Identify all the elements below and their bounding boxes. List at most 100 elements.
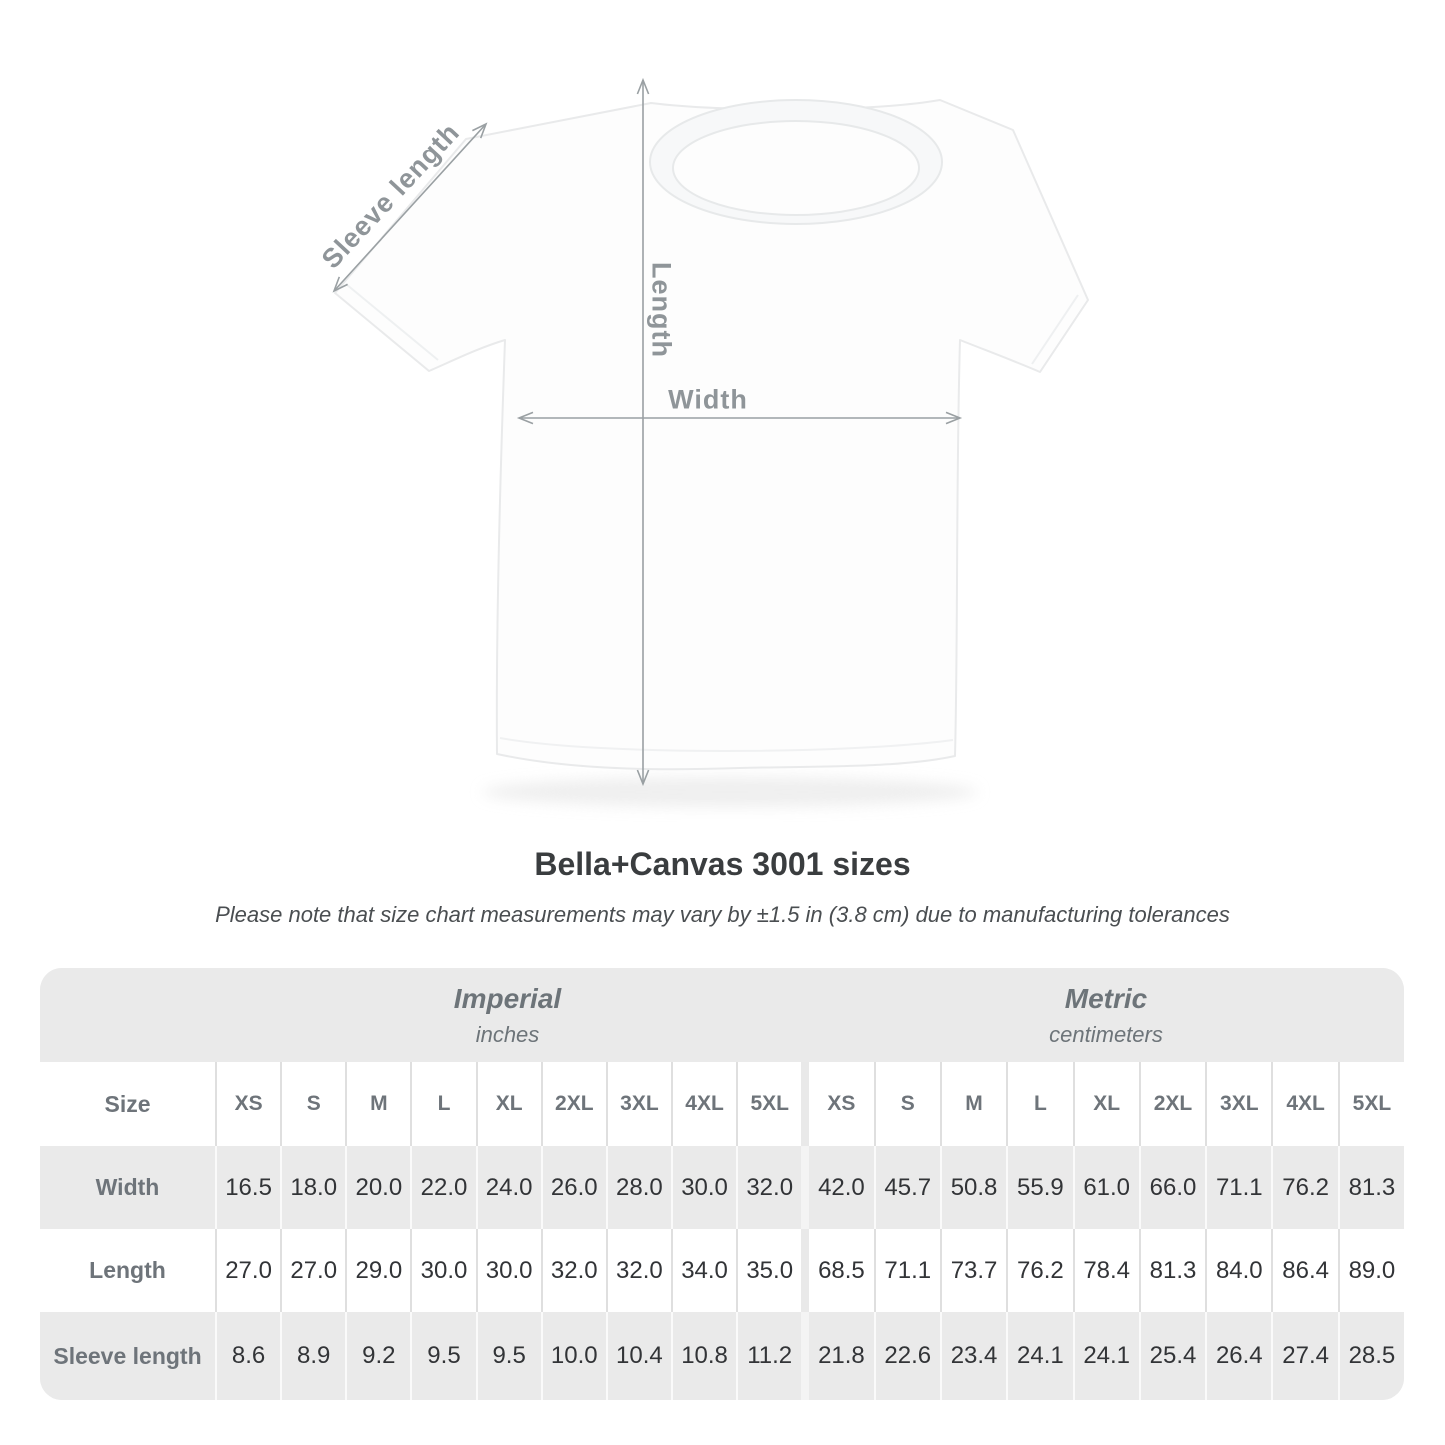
value-cell: 10.4 [605, 1312, 671, 1400]
length-label: Length [646, 262, 677, 358]
value-cell: 76.2 [1006, 1229, 1072, 1312]
section-divider [801, 1312, 810, 1400]
value-cell: 29.0 [345, 1229, 410, 1312]
value-cell: 45.7 [873, 1146, 940, 1229]
tolerance-note: Please note that size chart measurements… [215, 902, 1230, 927]
collar-inner [672, 120, 920, 216]
section-divider [800, 968, 808, 1062]
size-cell: 2XL [540, 1062, 606, 1146]
size-cell: 3XL [605, 1062, 671, 1146]
size-cell: XL [1072, 1062, 1139, 1146]
width-label: Width [668, 384, 748, 415]
value-cell: 9.5 [475, 1312, 541, 1400]
value-cell: 84.0 [1205, 1229, 1271, 1312]
size-cell: XS [215, 1062, 280, 1146]
value-cell: 71.1 [873, 1229, 940, 1312]
measure-row-length-label: Length [89, 1257, 166, 1283]
value-cell: 86.4 [1271, 1229, 1337, 1312]
length-arrow [636, 77, 650, 787]
value-cell: 30.0 [670, 1146, 736, 1229]
size-header-row-label: Size [104, 1090, 151, 1117]
value-cell: 27.4 [1271, 1312, 1337, 1400]
value-cell: 50.8 [939, 1146, 1006, 1229]
measure-row-length: Length 27.0 27.0 29.0 30.0 30.0 32.0 32.0 34.0 35… [40, 1229, 1404, 1312]
size-cell: XL [475, 1062, 541, 1146]
value-cell: 23.4 [939, 1312, 1006, 1400]
metric-unit: centimeters [1049, 1021, 1163, 1047]
measure-row-width-label: Width [95, 1174, 160, 1200]
value-cell: 28.0 [605, 1146, 671, 1229]
value-cell: 22.0 [410, 1146, 475, 1229]
section-divider [801, 1062, 810, 1146]
size-cell: L [1006, 1062, 1072, 1146]
value-cell: 8.9 [280, 1312, 345, 1400]
value-cell: 20.0 [345, 1146, 410, 1229]
page-title: Bella+Canvas 3001 sizes [534, 846, 911, 882]
size-cell: 5XL [736, 1062, 801, 1146]
left-cuff-seam [345, 283, 439, 361]
tshirt-body [334, 99, 1089, 771]
value-cell: 25.4 [1138, 1312, 1205, 1400]
value-cell: 9.2 [345, 1312, 410, 1400]
unit-header-row: Imperial inches Metric centimeters [40, 968, 1404, 1062]
metric-section-header: Metric centimeters [808, 968, 1404, 1062]
value-cell: 30.0 [475, 1229, 541, 1312]
value-cell: 32.0 [605, 1229, 671, 1312]
metric-title: Metric [1064, 982, 1148, 1014]
section-divider [801, 1229, 810, 1312]
value-cell: 68.5 [818, 1256, 865, 1284]
size-cell: 5XL [1337, 1062, 1404, 1146]
imperial-section-header: Imperial inches [40, 968, 800, 1062]
value-cell: 66.0 [1138, 1146, 1205, 1229]
size-table: Imperial inches Metric centimeters Size X… [40, 968, 1404, 1400]
value-cell: 10.8 [670, 1312, 736, 1400]
value-cell: 22.6 [873, 1312, 940, 1400]
value-cell: 71.1 [1205, 1146, 1271, 1229]
value-cell: 10.0 [540, 1312, 606, 1400]
value-cell: 9.5 [410, 1312, 475, 1400]
value-cell: 27.0 [280, 1229, 345, 1312]
size-header-row: Size XS S M L XL 2XL 3XL 4XL 5XL XS S M L XL 2XL 3XL 4XL 5… [40, 1062, 1404, 1146]
value-cell: 24.1 [1072, 1312, 1139, 1400]
size-cell: 2XL [1138, 1062, 1205, 1146]
size-cell: M [939, 1062, 1006, 1146]
size-cell: S [280, 1062, 345, 1146]
size-table-rows: Size XS S M L XL 2XL 3XL 4XL 5XL XS S M L XL 2XL 3XL 4XL 5… [40, 1062, 1404, 1400]
size-cell: 3XL [1205, 1062, 1271, 1146]
value-cell: 55.9 [1006, 1146, 1072, 1229]
value-cell: 32.0 [736, 1146, 801, 1229]
measure-row-sleeve-length-label: Sleeve length [53, 1342, 202, 1369]
value-cell: 30.0 [410, 1229, 475, 1312]
size-cell: S [873, 1062, 940, 1146]
value-cell: 81.3 [1138, 1229, 1205, 1312]
value-cell: 34.0 [670, 1229, 736, 1312]
value-cell: 24.1 [1006, 1312, 1072, 1400]
value-cell: 27.0 [215, 1229, 280, 1312]
measure-row-width: Width 16.5 18.0 20.0 22.0 24.0 26.0 28.0 30.0 32.… [40, 1146, 1404, 1229]
sleeve-length-arrow [332, 122, 488, 293]
value-cell: 81.3 [1337, 1146, 1404, 1229]
value-cell: 16.5 [215, 1146, 280, 1229]
size-cell: 4XL [1271, 1062, 1337, 1146]
value-cell: 35.0 [736, 1229, 801, 1312]
hem-seam [499, 737, 954, 752]
size-cell: 4XL [670, 1062, 736, 1146]
value-cell: 76.2 [1271, 1146, 1337, 1229]
hem-shadow [482, 777, 978, 807]
value-cell: 26.4 [1205, 1312, 1271, 1400]
value-cell: 26.0 [540, 1146, 606, 1229]
value-cell: 42.0 [818, 1173, 865, 1201]
imperial-unit: inches [475, 1021, 540, 1047]
value-cell: 24.0 [475, 1146, 541, 1229]
measure-row-sleeve-length: Sleeve length 8.6 8.9 9.2 9.5 9.5 10.0 10.4 10.8… [40, 1312, 1404, 1400]
right-cuff-seam [1031, 294, 1079, 365]
tshirt-graphic [332, 77, 1089, 807]
value-cell: 11.2 [736, 1312, 801, 1400]
size-cell: M [345, 1062, 410, 1146]
value-cell: 8.6 [215, 1312, 280, 1400]
value-cell: 61.0 [1072, 1146, 1139, 1229]
value-cell: 78.4 [1072, 1229, 1139, 1312]
section-divider [801, 1146, 810, 1229]
value-cell: 18.0 [280, 1146, 345, 1229]
value-cell: 28.5 [1337, 1312, 1404, 1400]
